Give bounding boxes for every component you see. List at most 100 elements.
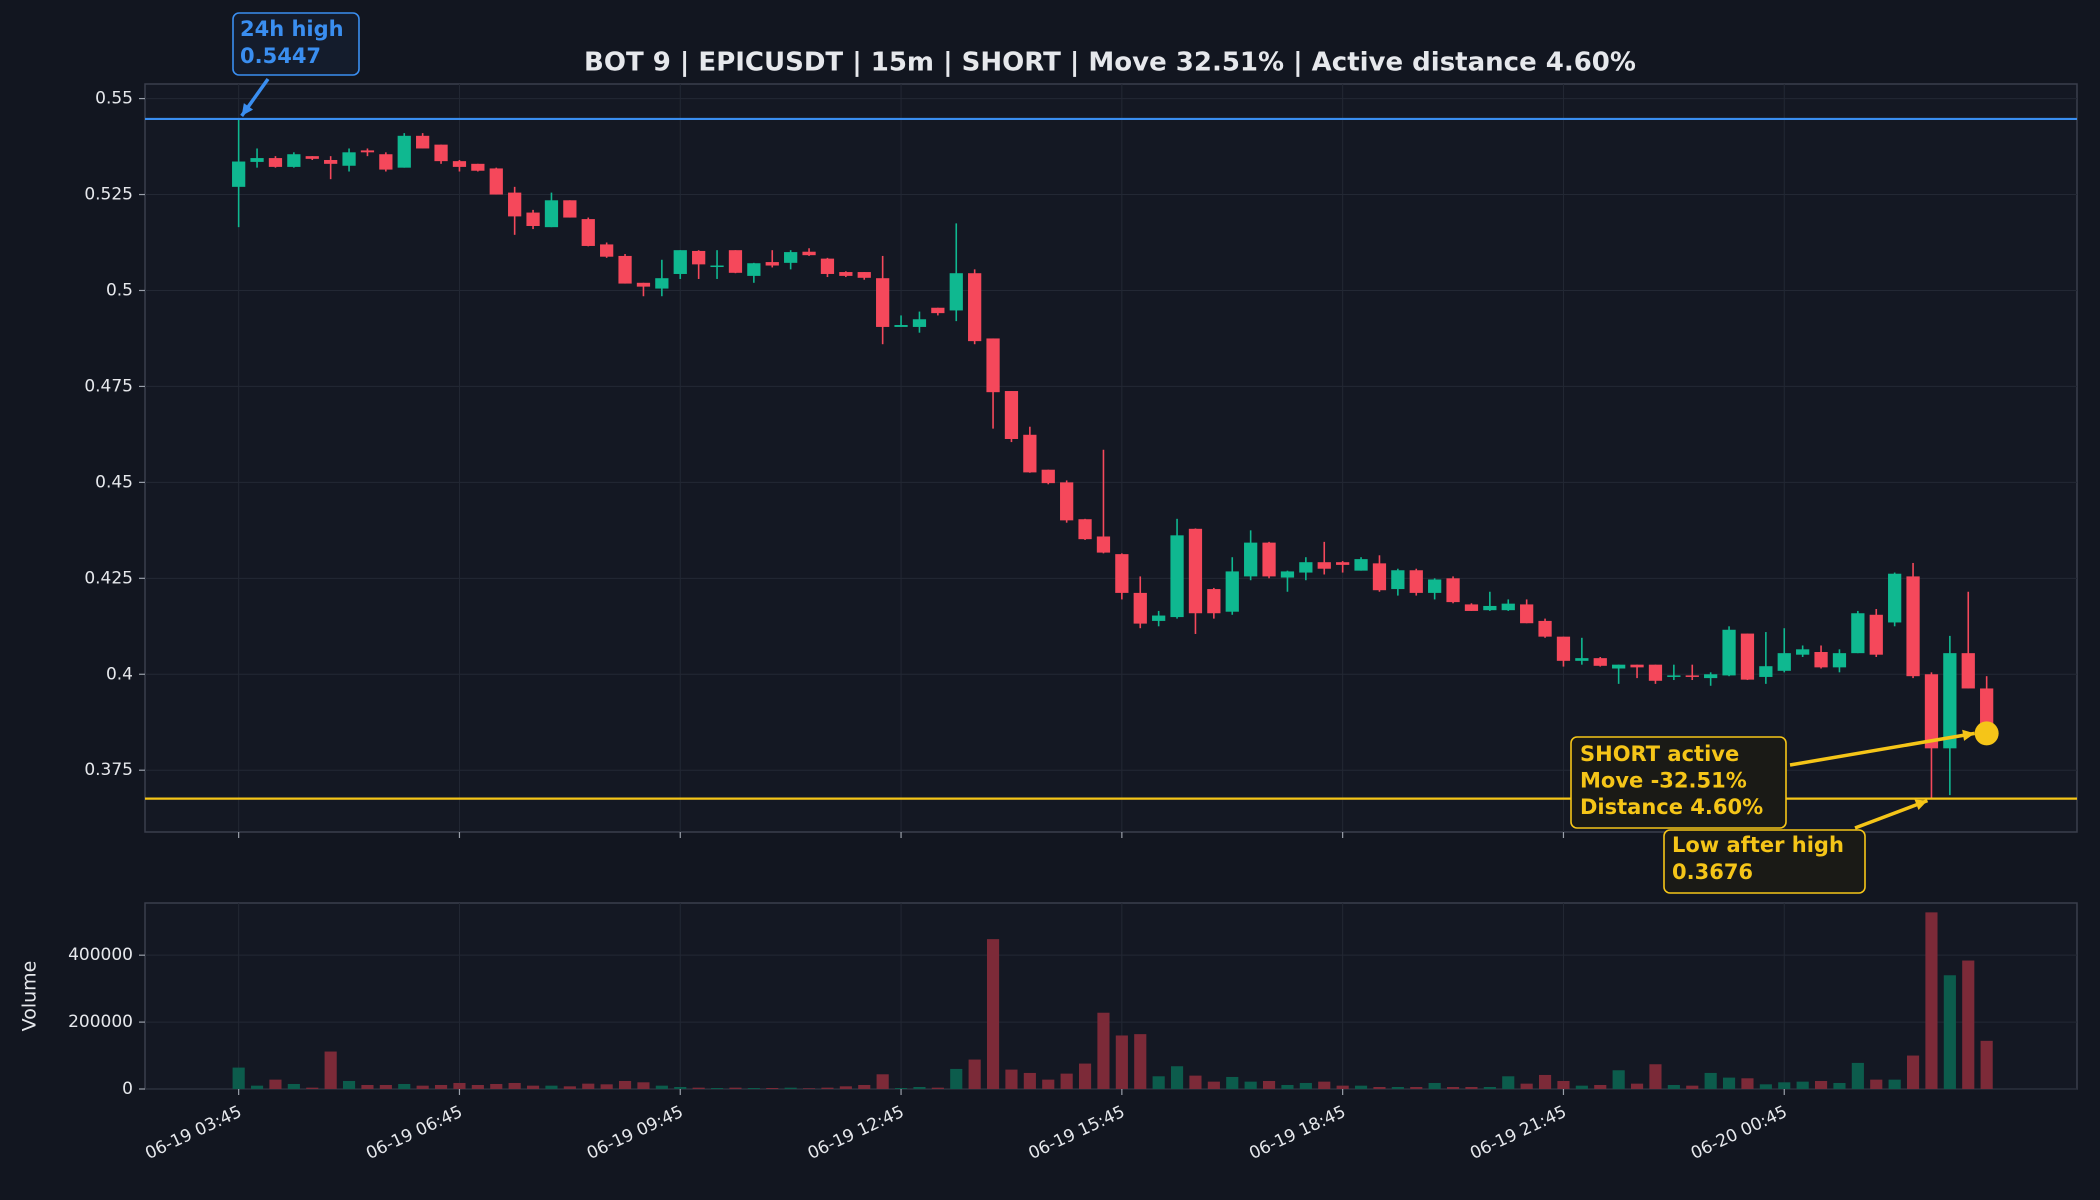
candle-body <box>1483 605 1497 611</box>
candle-body <box>250 158 264 162</box>
volume-bar <box>1042 1079 1055 1089</box>
volume-bar <box>1262 1080 1276 1089</box>
volume-bar <box>287 1083 300 1089</box>
candle-body <box>1814 652 1828 668</box>
volume-bar <box>618 1080 632 1089</box>
candle-body <box>563 200 577 218</box>
y-tick-label: 400000 <box>68 945 133 965</box>
volume-bar <box>1410 1086 1423 1089</box>
volume-bar <box>1667 1084 1680 1089</box>
volume-bar <box>1023 1072 1036 1089</box>
candle-body <box>232 161 246 187</box>
candle-body <box>1740 633 1755 680</box>
volume-bar <box>1759 1084 1772 1089</box>
candle-body <box>1336 562 1350 565</box>
candle-body <box>986 338 1000 393</box>
annotation-text: 0.5447 <box>240 44 321 68</box>
candle-body <box>1648 664 1663 681</box>
annotation-text: 24h high <box>240 17 344 41</box>
candle-body <box>1207 589 1221 614</box>
candle-body <box>1556 636 1571 661</box>
candle-body <box>397 135 411 168</box>
volume-bar <box>839 1086 852 1089</box>
annotation-box <box>1663 829 1866 894</box>
candle-body <box>1464 604 1479 611</box>
annotation-arrow-head <box>1962 729 1975 741</box>
y-tick-label: 0.525 <box>84 185 133 205</box>
volume-bar <box>1207 1081 1220 1089</box>
volume-bar <box>471 1084 484 1089</box>
volume-bar <box>250 1085 264 1089</box>
volume-bar <box>1465 1086 1478 1089</box>
volume-bar <box>1722 1077 1736 1089</box>
y-tick-label: 0.45 <box>95 472 133 492</box>
candle-body <box>1170 535 1184 618</box>
volume-bar <box>1538 1074 1552 1089</box>
candle-body <box>1115 554 1129 593</box>
candle-body <box>1667 675 1681 677</box>
volume-bar <box>545 1085 558 1089</box>
volume-bar <box>931 1087 944 1089</box>
volume-bar <box>434 1084 448 1089</box>
volume-bar <box>453 1082 466 1089</box>
candle-body <box>1280 571 1295 578</box>
volume-bar <box>232 1067 245 1089</box>
volume-bar <box>1833 1082 1846 1089</box>
volume-bar <box>1060 1073 1073 1089</box>
volume-bar <box>950 1068 963 1089</box>
volume-bar <box>1152 1076 1165 1089</box>
candle-body <box>1188 528 1203 614</box>
candle-body <box>1501 603 1515 611</box>
volume-bar <box>1557 1080 1570 1089</box>
volume-bar <box>1078 1063 1092 1089</box>
candle-body <box>379 154 393 170</box>
candle-body <box>471 163 485 171</box>
candle-body <box>268 158 283 167</box>
annotation-text: Low after high <box>1672 833 1844 857</box>
volume-bar <box>1741 1078 1754 1089</box>
candle-body <box>416 135 430 149</box>
candle-body <box>949 273 963 311</box>
volume-bar <box>1778 1082 1791 1089</box>
volume-bar <box>968 1059 981 1089</box>
annotation-arrow <box>1854 798 1929 830</box>
candle-body <box>1851 613 1865 654</box>
candle-body <box>1078 519 1092 540</box>
candle-body <box>1023 434 1037 473</box>
candle-body <box>1317 562 1331 569</box>
volume-bar <box>1097 1012 1110 1089</box>
candle-body <box>452 161 467 167</box>
candle-body <box>765 262 779 266</box>
volume-bar <box>1575 1085 1588 1089</box>
candle-body <box>857 272 871 278</box>
candle-body <box>1722 629 1736 676</box>
volume-bar <box>1962 960 1975 1089</box>
volume-bar <box>784 1087 797 1089</box>
candle-body <box>673 250 687 274</box>
candle-body <box>1961 653 1975 689</box>
candle-body <box>1041 469 1055 484</box>
candle-body <box>1575 658 1589 661</box>
volume-bar <box>1704 1072 1717 1089</box>
volume-bar <box>1005 1069 1018 1089</box>
annotation-text: Distance 4.60% <box>1580 795 1763 819</box>
candle-body <box>1060 482 1074 521</box>
candle-body <box>1372 563 1387 591</box>
volume-bar <box>1686 1085 1699 1089</box>
candle-body <box>544 200 559 228</box>
volume-bar <box>1870 1079 1883 1089</box>
candle-body <box>839 272 853 276</box>
volume-bar <box>1851 1062 1864 1089</box>
candle-body <box>1704 674 1718 679</box>
candle-body <box>1869 614 1883 655</box>
y-tick-label: 0.5 <box>106 280 133 300</box>
candle-body <box>747 263 761 276</box>
candle-body <box>1244 542 1258 577</box>
volume-bar <box>526 1085 540 1089</box>
volume-bar <box>747 1087 760 1089</box>
volume-bar <box>802 1088 816 1089</box>
volume-bar <box>655 1085 668 1089</box>
